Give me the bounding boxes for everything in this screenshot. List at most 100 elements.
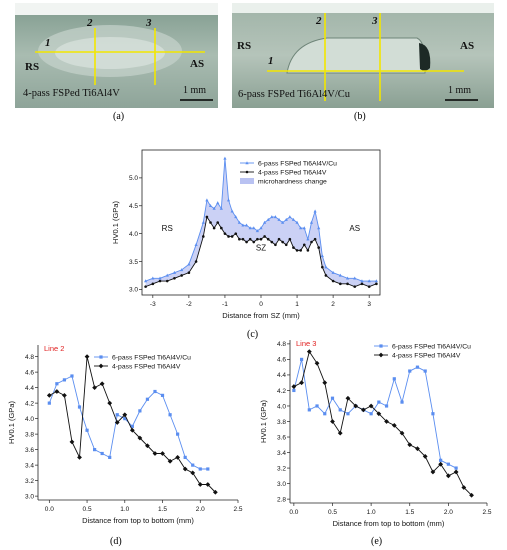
chart-c-series-1-point bbox=[241, 237, 245, 241]
chart-e-series-1-point bbox=[422, 454, 428, 459]
chart-c-series-1-point bbox=[259, 237, 263, 241]
chart-e-series-1-point bbox=[330, 419, 335, 424]
chart-c-series-0-point bbox=[284, 217, 288, 221]
chart-d-y-tick-label: 4.4 bbox=[25, 385, 34, 392]
chart-e-series-0-point bbox=[400, 400, 404, 404]
chart-c-series-0-point bbox=[201, 220, 205, 224]
chart-c-series-1-point bbox=[339, 282, 342, 286]
chart-e-y-tick-label: 4.4 bbox=[277, 372, 286, 379]
chart-c-series-1-point bbox=[281, 240, 284, 244]
chart-c-series-0-point bbox=[219, 206, 223, 210]
chart-c-series-1-point bbox=[212, 226, 216, 230]
chart-e-y-tick-label: 3.4 bbox=[277, 450, 286, 457]
chart-c-series-0-point bbox=[299, 226, 303, 230]
micrograph-b: 1 2 3 RS AS 6-pass FSPed Ti6Al4V/Cu 1 mm bbox=[232, 3, 494, 108]
chart-e-series-1-point bbox=[438, 461, 444, 467]
chart-c-series-0-point bbox=[255, 229, 259, 233]
caption-d: (d) bbox=[110, 536, 122, 547]
chart-d-series-0-point bbox=[160, 393, 165, 397]
chart-c-y-tick-label: 3.0 bbox=[129, 287, 138, 294]
chart-c-series-1-point bbox=[299, 249, 302, 252]
chart-d-series-0-point bbox=[93, 448, 97, 452]
chart-d-series-0-point bbox=[77, 405, 82, 409]
chart-e-series-0-line bbox=[293, 359, 457, 469]
chart-d-series-1-point bbox=[205, 482, 211, 487]
chart-c-series-1-point bbox=[263, 235, 266, 238]
chart-c-ylabel: HV0.1 (GPa) bbox=[111, 201, 120, 244]
chart-e-x-tick-label: 0.0 bbox=[289, 509, 298, 516]
chart-c-series-1-point bbox=[274, 243, 277, 247]
chart-d-series-0-point bbox=[85, 428, 89, 432]
chart-c-series-0-point bbox=[237, 220, 241, 224]
chart-c-series-1-point bbox=[187, 271, 191, 274]
chart-c-series-1-point bbox=[205, 215, 209, 219]
chart-d-x-tick-label: 2.5 bbox=[233, 506, 242, 513]
chart-c-series-1-line bbox=[145, 215, 377, 288]
chart-e-x-tick-label: 0.5 bbox=[328, 509, 337, 516]
chart-c-annotation: RS bbox=[162, 224, 173, 233]
chart-c-series-1-point bbox=[353, 285, 357, 288]
chart-d-series-0-point bbox=[70, 374, 74, 378]
chart-d-x-tick-label: 0.0 bbox=[45, 506, 54, 513]
chart-c-series-1-point bbox=[295, 249, 299, 252]
chart-c-y-tick-label: 5.0 bbox=[129, 175, 138, 182]
sample-label: 6-pass FSPed Ti6Al4V/Cu bbox=[238, 89, 351, 100]
chart-c-x-tick-label: 2 bbox=[331, 301, 335, 308]
rs-label: RS bbox=[237, 40, 252, 52]
chart-c-series-1-point bbox=[209, 221, 212, 224]
chart-d-series-1-point bbox=[84, 354, 90, 360]
chart-d-legend-label: 4-pass FSPed Ti6Al4V bbox=[112, 364, 181, 371]
chart-d-series-1-point bbox=[212, 489, 218, 495]
chart-c-series-0-point bbox=[205, 198, 209, 202]
chart-e-series-0-point bbox=[307, 408, 311, 412]
chart-c-series-0-point bbox=[208, 203, 213, 207]
chart-c-series-0-point bbox=[273, 215, 278, 219]
chart-c-x-tick-label: 1 bbox=[295, 301, 299, 308]
chart-d-series-1-point bbox=[62, 392, 67, 398]
chart-c-series-0-point bbox=[259, 226, 263, 230]
chart-c-annotation: AS bbox=[349, 224, 360, 233]
chart-d-y-tick-label: 3.4 bbox=[25, 462, 34, 469]
chart-c-series-1-point bbox=[223, 232, 227, 235]
chart-e-series-0-point bbox=[439, 458, 443, 462]
chart-e-series-0-point bbox=[354, 404, 358, 408]
chart-d-x-tick-label: 1.5 bbox=[158, 506, 167, 513]
chart-d-series-0-line bbox=[48, 375, 208, 470]
chart-c-frame bbox=[141, 149, 381, 296]
chart-c-series-0-point bbox=[144, 279, 148, 283]
as-label: AS bbox=[190, 58, 205, 70]
chart-d-xlabel: Distance from top to bottom (mm) bbox=[82, 516, 194, 525]
chart-e-series-0-point bbox=[299, 357, 304, 362]
chart-c-x-tick-label: -3 bbox=[150, 301, 156, 308]
chart-e-series-1-point bbox=[314, 360, 320, 366]
chart-c-series-1-point bbox=[266, 237, 270, 241]
chart-e-y-tick-label: 4.6 bbox=[277, 357, 286, 364]
chart-d-x-tick-label: 2.0 bbox=[196, 506, 205, 513]
chart-c-legend-marker bbox=[245, 170, 249, 174]
chart-e-series-0-point bbox=[415, 365, 420, 369]
chart-d-series-0-point bbox=[100, 451, 104, 456]
chart-c-series-0-point bbox=[331, 270, 335, 274]
chart-e-series-0-point bbox=[315, 404, 319, 408]
rs-label: RS bbox=[25, 61, 40, 73]
chart-c-series-0-point bbox=[252, 226, 256, 230]
chart-c-series-1-point bbox=[310, 240, 313, 244]
chart-e-y-tick-label: 2.8 bbox=[277, 496, 286, 503]
chart-d-y-tick-label: 4.0 bbox=[25, 416, 34, 423]
chart-e-series-1-point bbox=[430, 469, 436, 475]
chart-c-series-0-point bbox=[180, 268, 184, 272]
chart-c-legend-band bbox=[240, 178, 254, 184]
chart-e-series-1-point bbox=[376, 411, 382, 417]
chart-e-series-1-point bbox=[337, 430, 343, 436]
chart-e-y-tick-label: 3.6 bbox=[277, 434, 286, 441]
chart-e-x-tick-label: 1.0 bbox=[367, 509, 376, 516]
chart-c-series-0-point bbox=[172, 270, 177, 274]
chart-e-legend-label: 4-pass FSPed Ti6Al4V bbox=[392, 353, 461, 360]
chart-e-x-tick-label: 2.5 bbox=[482, 509, 491, 516]
chart-c-series-0-line bbox=[145, 158, 377, 282]
chart-d-series-0-point bbox=[168, 413, 172, 417]
chart-c-series-1-point bbox=[173, 276, 176, 280]
chart-e-series-1-point bbox=[299, 380, 304, 386]
chart-c-x-tick-label: 3 bbox=[367, 301, 371, 308]
chart-e-series-1-point bbox=[469, 492, 474, 498]
